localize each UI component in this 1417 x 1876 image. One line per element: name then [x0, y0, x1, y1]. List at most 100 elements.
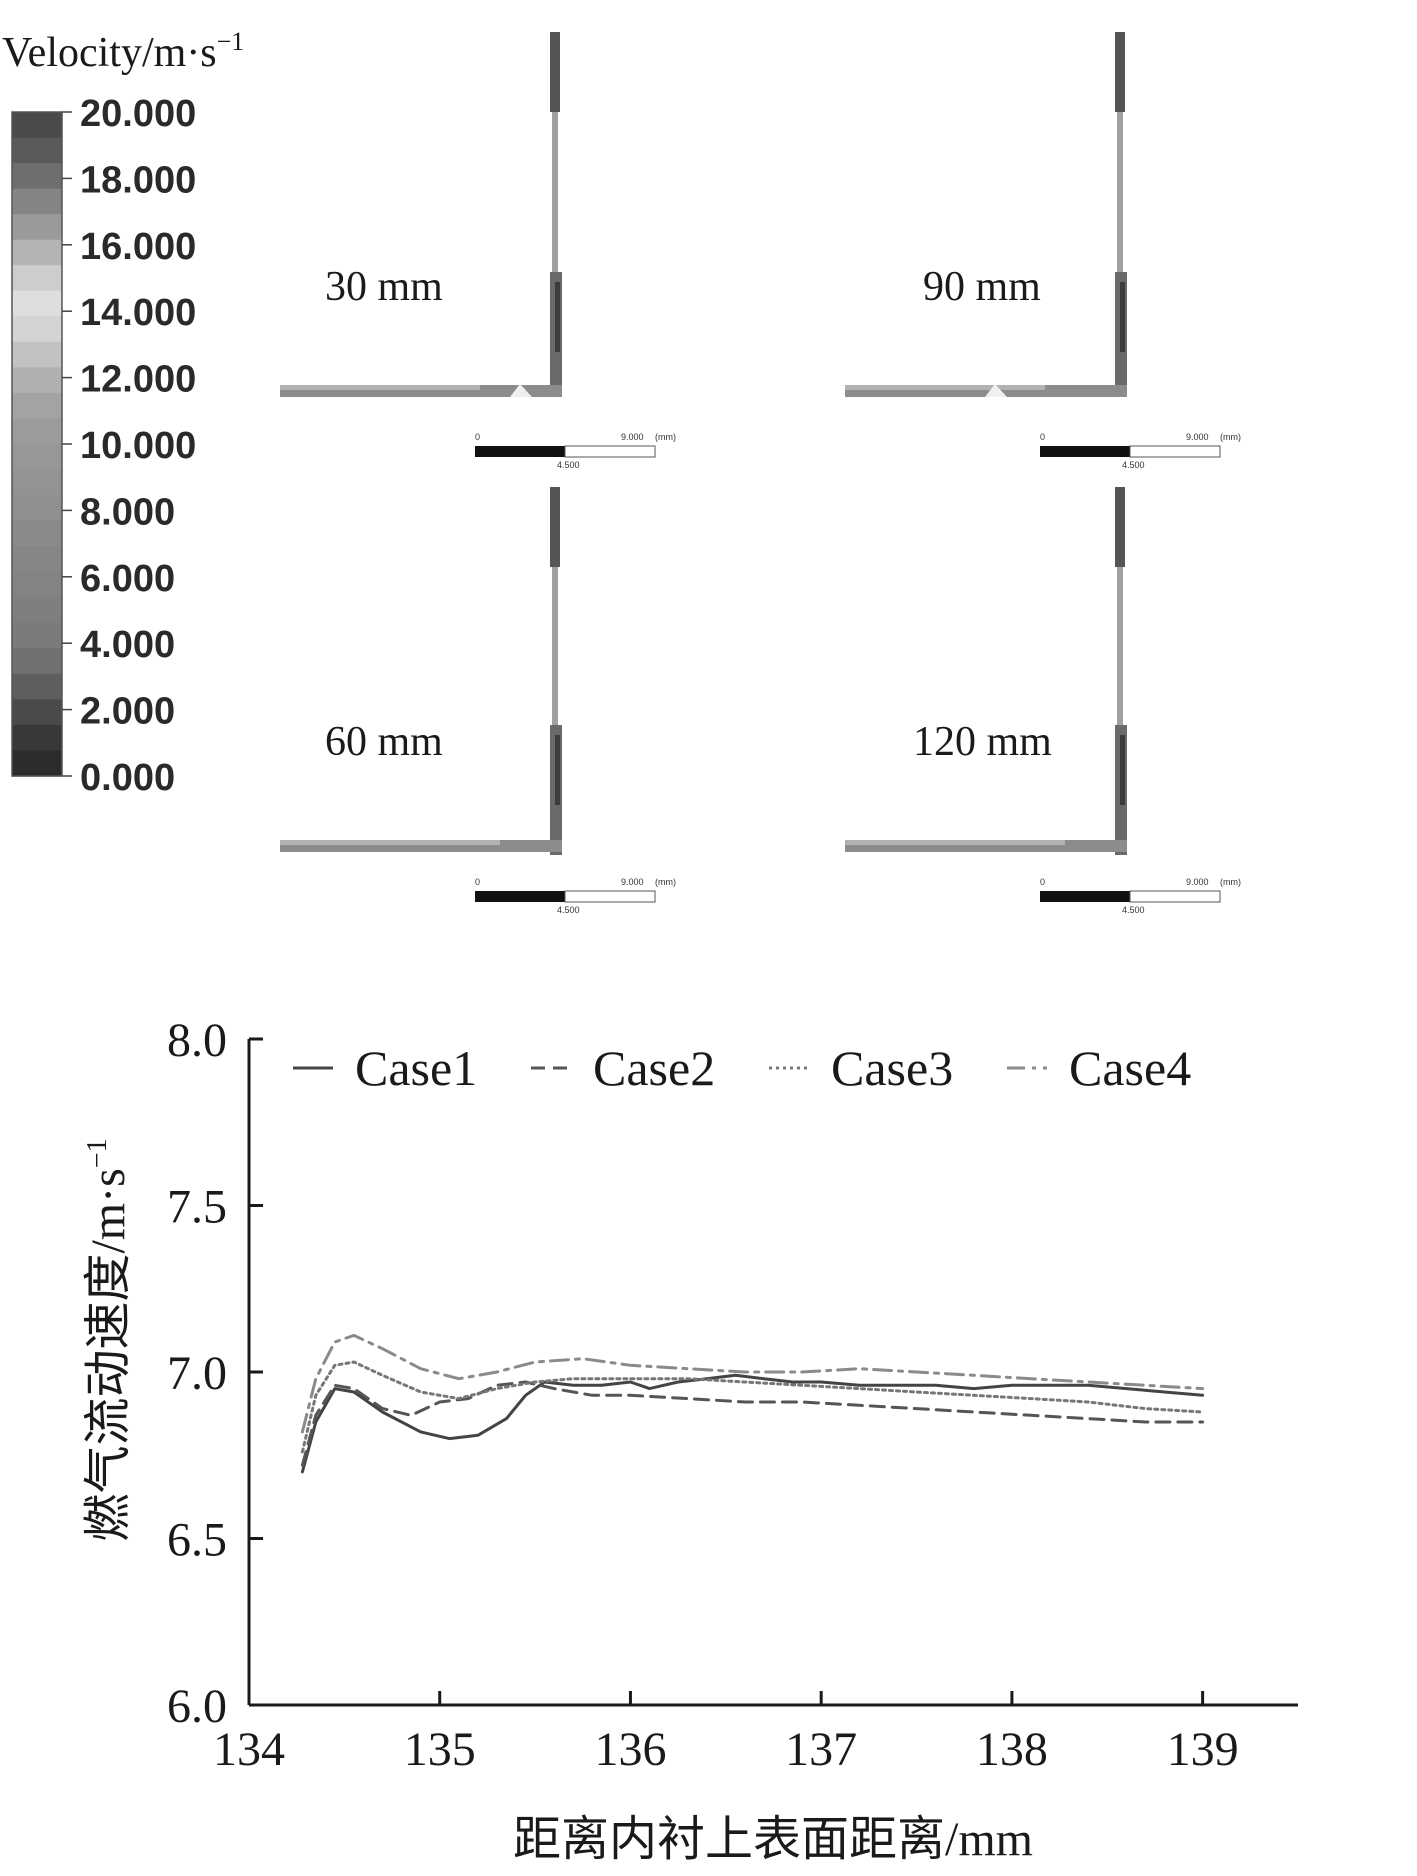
x-tick-label: 134 — [213, 1723, 285, 1776]
colorbar: Velocity/m·s−1 20.000 18.000 16.000 14.000 1… — [2, 27, 244, 799]
legend: Case1 Case2 Case3 Case4 — [293, 1040, 1191, 1096]
y-axis-ticks: 6.0 6.5 7.0 7.5 8.0 — [167, 1014, 263, 1733]
scale-bar: 0 9.000 (mm) 4.500 — [475, 432, 676, 470]
series-line-case3 — [300, 1360, 1205, 1454]
scale-unit: (mm) — [1220, 432, 1241, 442]
colorbar-band — [12, 469, 62, 496]
colorbar-band — [12, 392, 62, 420]
scale-end: 9.000 — [1186, 877, 1209, 887]
colorbar-band — [12, 520, 62, 547]
colorbar-band — [12, 622, 62, 649]
series-line-case2 — [300, 1380, 1205, 1467]
series-lines — [300, 1333, 1205, 1474]
y-tick-label: 7.0 — [167, 1347, 227, 1400]
y-tick-label: 8.0 — [167, 1014, 227, 1067]
scale-mid: 4.500 — [557, 460, 580, 470]
colorbar-band — [12, 265, 62, 292]
contour-panel-90mm: 90 mm 0 9.000 (mm) 4.500 — [845, 32, 1241, 470]
colorbar-title: Velocity/m·s−1 — [2, 27, 244, 76]
colorbar-band — [12, 316, 62, 343]
colorbar-band — [12, 341, 62, 368]
colorbar-band — [12, 724, 62, 752]
colorbar-band — [12, 571, 62, 598]
colorbar-band — [12, 546, 62, 573]
colorbar-band — [12, 188, 62, 215]
series-line-case1 — [300, 1373, 1205, 1474]
colorbar-tick-label: 20.000 — [80, 93, 196, 135]
scale-end: 9.000 — [621, 877, 644, 887]
geometry-shape — [280, 487, 562, 855]
contour-panel-30mm: 30 mm 0 9.000 (mm) 4.500 — [280, 32, 676, 470]
colorbar-tick-label: 0.000 — [80, 757, 175, 799]
scale-unit: (mm) — [1220, 877, 1241, 887]
colorbar-band — [12, 137, 62, 164]
y-axis-label-exponent: −1 — [82, 1138, 113, 1168]
geometry-shape — [845, 487, 1127, 855]
scale-end: 9.000 — [621, 432, 644, 442]
colorbar-title-exponent: −1 — [217, 27, 245, 56]
series-line-case4 — [300, 1333, 1205, 1434]
contour-panel-60mm: 60 mm 0 9.000 (mm) 4.500 — [280, 487, 676, 915]
scale-mid: 4.500 — [1122, 460, 1145, 470]
panel-label: 60 mm — [325, 719, 443, 765]
x-axis-ticks: 134 135 136 137 138 139 — [213, 1691, 1239, 1776]
colorbar-band — [12, 112, 62, 139]
colorbar-band — [12, 163, 62, 190]
colorbar-ticks: 20.000 18.000 16.000 14.000 12.000 10.000 8.00… — [62, 93, 196, 799]
colorbar-tick-label: 16.000 — [80, 226, 196, 268]
colorbar-band — [12, 290, 62, 317]
scale-end: 9.000 — [1186, 432, 1209, 442]
y-tick-label: 6.5 — [167, 1514, 227, 1567]
scale-start: 0 — [475, 432, 480, 442]
colorbar-band — [12, 648, 62, 675]
scale-start: 0 — [475, 877, 480, 887]
colorbar-band — [12, 214, 62, 241]
legend-label: Case2 — [593, 1040, 715, 1096]
colorbar-band — [12, 699, 62, 726]
colorbar-tick-label: 14.000 — [80, 292, 196, 334]
scale-start: 0 — [1040, 432, 1045, 442]
scale-start: 0 — [1040, 877, 1045, 887]
x-tick-label: 138 — [976, 1723, 1048, 1776]
colorbar-band — [12, 418, 62, 445]
contour-panel-120mm: 120 mm 0 9.000 (mm) 4.500 — [845, 487, 1241, 915]
x-axis-label: 距离内衬上表面距离/mm — [513, 1813, 1033, 1866]
scale-mid: 4.500 — [557, 905, 580, 915]
scale-mid: 4.500 — [1122, 905, 1145, 915]
colorbar-bands — [12, 112, 62, 777]
colorbar-tick-label: 8.000 — [80, 491, 175, 533]
colorbar-band — [12, 367, 62, 394]
line-chart: 6.0 6.5 7.0 7.5 8.0 134 135 136 137 138 139 Case1… — [82, 1014, 1298, 1866]
x-tick-label: 137 — [785, 1723, 857, 1776]
colorbar-tick-label: 12.000 — [80, 359, 196, 401]
scale-bar: 0 9.000 (mm) 4.500 — [1040, 877, 1241, 915]
colorbar-band — [12, 444, 62, 471]
x-tick-label: 135 — [404, 1723, 476, 1776]
y-tick-label: 6.0 — [167, 1680, 227, 1733]
y-axis-label: 燃气流动速度/m·s−1 — [82, 1138, 135, 1541]
panel-label: 90 mm — [923, 264, 1041, 310]
colorbar-band — [12, 597, 62, 624]
colorbar-band — [12, 239, 62, 266]
legend-label: Case3 — [831, 1040, 953, 1096]
x-tick-label: 139 — [1167, 1723, 1239, 1776]
legend-label: Case1 — [355, 1040, 477, 1096]
colorbar-tick-label: 10.000 — [80, 425, 196, 467]
legend-label: Case4 — [1069, 1040, 1191, 1096]
scale-unit: (mm) — [655, 432, 676, 442]
x-tick-label: 136 — [594, 1723, 666, 1776]
colorbar-tick-label: 6.000 — [80, 558, 175, 600]
y-axis-label-text: 燃气流动速度/m·s — [82, 1168, 135, 1541]
colorbar-tick-label: 2.000 — [80, 691, 175, 733]
colorbar-band — [12, 673, 62, 700]
colorbar-band — [12, 750, 62, 777]
scale-unit: (mm) — [655, 877, 676, 887]
panel-label: 30 mm — [325, 264, 443, 310]
colorbar-tick-label: 18.000 — [80, 159, 196, 201]
scale-bar: 0 9.000 (mm) 4.500 — [475, 877, 676, 915]
geometry-shape — [280, 32, 562, 397]
geometry-shape — [845, 32, 1127, 397]
scale-bar: 0 9.000 (mm) 4.500 — [1040, 432, 1241, 470]
colorbar-tick-label: 4.000 — [80, 624, 175, 666]
